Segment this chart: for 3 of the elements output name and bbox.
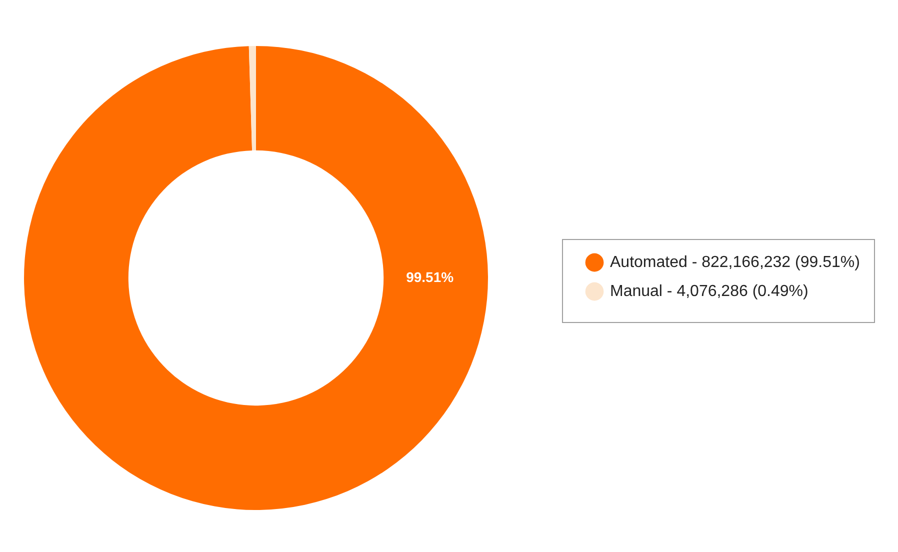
data-label: 99.51% <box>406 268 454 285</box>
legend-label: Automated - 822,166,232 (99.51%) <box>610 254 860 271</box>
legend-label: Manual - 4,076,286 (0.49%) <box>610 282 808 300</box>
